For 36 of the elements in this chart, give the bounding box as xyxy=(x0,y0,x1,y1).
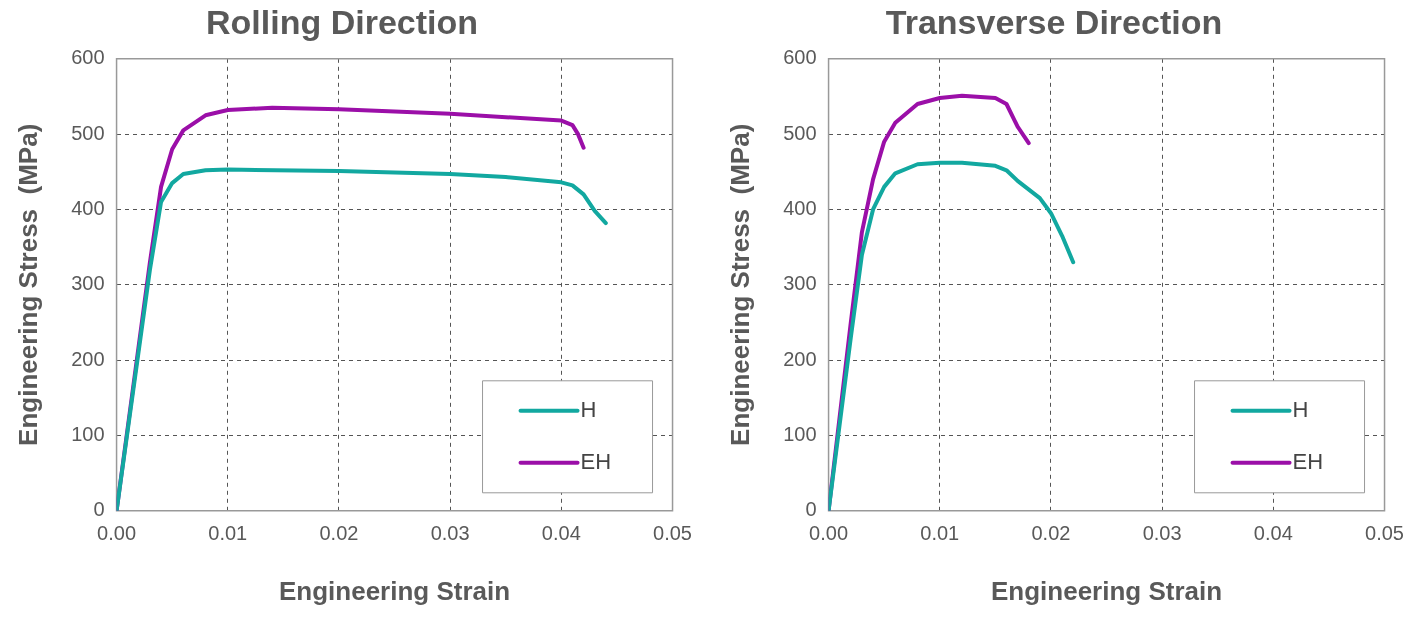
x-tick-label: 0.01 xyxy=(208,522,248,545)
y-axis-title: Engineering Stress (MPa) xyxy=(724,123,755,446)
y-tick-label: 100 xyxy=(783,422,817,445)
x-tick-label: 0.00 xyxy=(809,522,849,545)
x-tick-label: 0.02 xyxy=(1031,522,1071,545)
y-tick-label: 600 xyxy=(783,46,817,69)
x-tick-label: 0.01 xyxy=(920,522,960,545)
x-tick-label: 0.04 xyxy=(541,522,581,545)
chart-title: Transverse Direction xyxy=(885,2,1223,41)
y-tick-label: 0 xyxy=(93,498,105,521)
x-tick-label: 0.03 xyxy=(1142,522,1182,545)
y-tick-label: 300 xyxy=(71,272,105,295)
x-tick-label: 0.00 xyxy=(97,522,137,545)
chart-title: Rolling Direction xyxy=(206,2,478,41)
x-tick-label: 0.05 xyxy=(1365,522,1405,545)
x-tick-label: 0.02 xyxy=(319,522,359,545)
y-tick-label: 500 xyxy=(71,121,105,144)
y-tick-label: 200 xyxy=(71,347,105,370)
x-tick-label: 0.04 xyxy=(1253,522,1293,545)
y-axis-title: Engineering Stress (MPa) xyxy=(12,123,43,446)
y-tick-label: 500 xyxy=(783,121,817,144)
x-axis-title: Engineering Strain xyxy=(278,575,511,606)
x-axis-title: Engineering Strain xyxy=(990,575,1223,606)
y-tick-label: 200 xyxy=(783,347,817,370)
y-tick-label: 100 xyxy=(71,422,105,445)
legend-label: H xyxy=(580,396,597,422)
y-tick-label: 400 xyxy=(71,196,105,219)
legend-label: EH xyxy=(1292,448,1324,474)
legend-label: EH xyxy=(580,448,612,474)
y-tick-label: 600 xyxy=(71,46,105,69)
x-tick-label: 0.03 xyxy=(430,522,470,545)
y-tick-label: 300 xyxy=(783,272,817,295)
x-tick-label: 0.05 xyxy=(653,522,693,545)
y-tick-label: 400 xyxy=(783,196,817,219)
legend-label: H xyxy=(1292,396,1309,422)
y-tick-label: 0 xyxy=(805,498,817,521)
